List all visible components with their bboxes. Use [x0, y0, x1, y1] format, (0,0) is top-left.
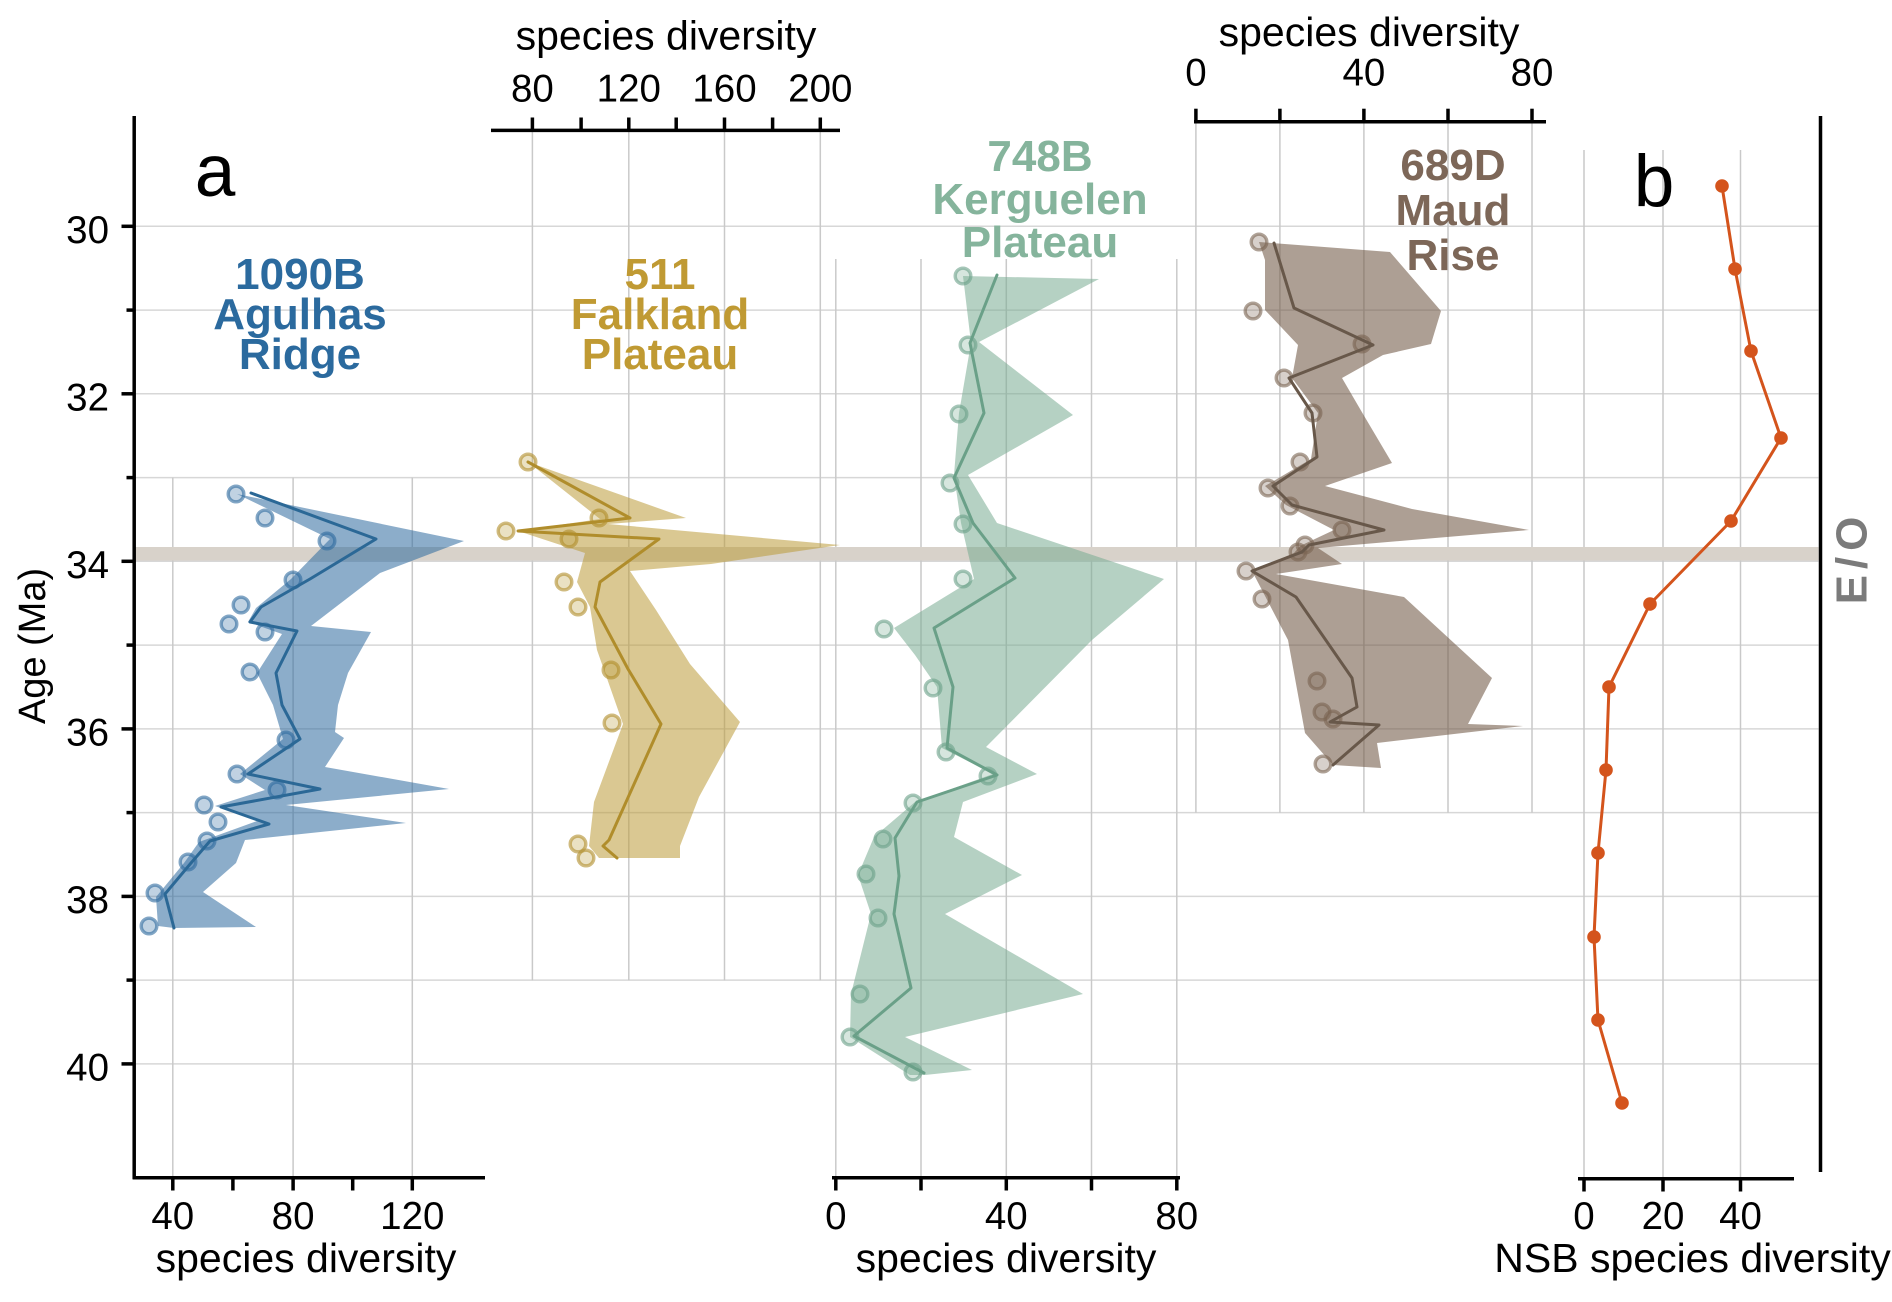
svg-text:30: 30: [66, 209, 109, 252]
svg-text:a: a: [195, 131, 236, 212]
svg-text:Kerguelen: Kerguelen: [932, 175, 1147, 224]
svg-text:Rise: Rise: [1407, 231, 1500, 280]
svg-text:Maud: Maud: [1396, 186, 1511, 235]
svg-text:NSB species diversity: NSB species diversity: [1494, 1235, 1891, 1281]
svg-text:Agulhas: Agulhas: [213, 290, 387, 339]
svg-text:40: 40: [1342, 52, 1385, 95]
svg-text:40: 40: [151, 1195, 194, 1238]
svg-text:b: b: [1634, 141, 1675, 222]
svg-text:E/O: E/O: [1828, 511, 1877, 605]
svg-text:species diversity: species diversity: [516, 13, 817, 59]
svg-text:1090B: 1090B: [235, 250, 365, 299]
svg-text:0: 0: [1185, 52, 1206, 95]
svg-text:Age (Ma): Age (Ma): [12, 568, 54, 724]
svg-text:80: 80: [511, 68, 554, 111]
svg-text:40: 40: [66, 1046, 109, 1089]
svg-text:120: 120: [597, 68, 661, 111]
svg-text:40: 40: [985, 1195, 1028, 1238]
svg-text:Plateau: Plateau: [582, 330, 739, 379]
svg-text:Falkland: Falkland: [571, 290, 750, 339]
svg-text:species diversity: species diversity: [1219, 9, 1520, 55]
svg-text:80: 80: [1155, 1195, 1198, 1238]
svg-text:200: 200: [788, 68, 852, 111]
svg-text:20: 20: [1642, 1195, 1685, 1238]
svg-text:40: 40: [1719, 1195, 1762, 1238]
svg-text:748B: 748B: [987, 132, 1092, 181]
svg-text:120: 120: [380, 1195, 444, 1238]
svg-text:Ridge: Ridge: [239, 330, 361, 379]
svg-text:511: 511: [625, 250, 696, 299]
svg-text:species diversity: species diversity: [856, 1235, 1157, 1281]
svg-text:160: 160: [692, 68, 756, 111]
svg-text:38: 38: [66, 879, 109, 922]
svg-text:689D: 689D: [1400, 141, 1505, 190]
svg-text:36: 36: [66, 711, 109, 754]
svg-text:32: 32: [66, 376, 109, 419]
svg-text:34: 34: [66, 544, 109, 587]
svg-text:species diversity: species diversity: [156, 1235, 457, 1281]
svg-text:80: 80: [1511, 52, 1554, 95]
svg-text:0: 0: [825, 1195, 846, 1238]
svg-text:80: 80: [272, 1195, 315, 1238]
svg-text:0: 0: [1573, 1195, 1594, 1238]
svg-text:Plateau: Plateau: [962, 218, 1119, 267]
